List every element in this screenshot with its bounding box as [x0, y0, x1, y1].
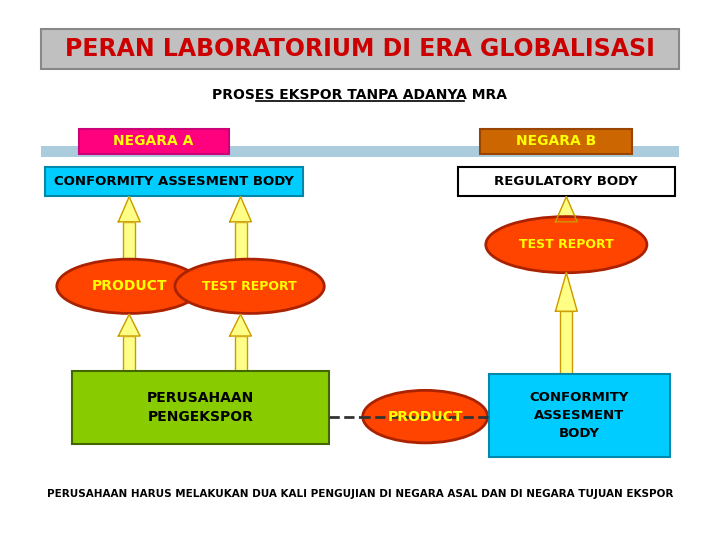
FancyBboxPatch shape	[235, 336, 246, 372]
Text: REGULATORY BODY: REGULATORY BODY	[495, 175, 638, 188]
FancyBboxPatch shape	[123, 336, 135, 372]
Ellipse shape	[175, 259, 324, 313]
Polygon shape	[230, 314, 251, 336]
Polygon shape	[556, 273, 577, 311]
Polygon shape	[556, 197, 577, 222]
Polygon shape	[118, 197, 140, 222]
FancyBboxPatch shape	[42, 29, 678, 69]
FancyBboxPatch shape	[123, 222, 135, 263]
Text: PERUSAHAAN HARUS MELAKUKAN DUA KALI PENGUJIAN DI NEGARA ASAL DAN DI NEGARA TUJUA: PERUSAHAAN HARUS MELAKUKAN DUA KALI PENG…	[47, 489, 673, 500]
FancyBboxPatch shape	[458, 167, 675, 196]
Text: NEGARA A: NEGARA A	[114, 134, 194, 149]
Text: PRODUCT: PRODUCT	[387, 410, 463, 423]
FancyBboxPatch shape	[72, 372, 329, 444]
FancyBboxPatch shape	[45, 167, 303, 196]
Text: PERUSAHAAN
PENGEKSPOR: PERUSAHAAN PENGEKSPOR	[147, 391, 254, 424]
FancyBboxPatch shape	[235, 222, 246, 263]
FancyBboxPatch shape	[42, 146, 678, 157]
Text: PERAN LABORATORIUM DI ERA GLOBALISASI: PERAN LABORATORIUM DI ERA GLOBALISASI	[65, 37, 655, 61]
Ellipse shape	[57, 259, 202, 313]
Text: CONFORMITY
ASSESMENT
BODY: CONFORMITY ASSESMENT BODY	[529, 391, 629, 440]
Text: NEGARA B: NEGARA B	[516, 134, 596, 149]
FancyBboxPatch shape	[480, 129, 632, 154]
Text: CONFORMITY ASSESMENT BODY: CONFORMITY ASSESMENT BODY	[53, 175, 294, 188]
Text: PROSES EKSPOR TANPA ADANYA MRA: PROSES EKSPOR TANPA ADANYA MRA	[212, 89, 508, 102]
Text: TEST REPORT: TEST REPORT	[202, 280, 297, 293]
FancyBboxPatch shape	[560, 311, 572, 374]
Text: PRODUCT: PRODUCT	[91, 279, 167, 293]
Ellipse shape	[486, 217, 647, 273]
FancyBboxPatch shape	[560, 222, 572, 263]
Ellipse shape	[363, 390, 487, 443]
FancyBboxPatch shape	[79, 129, 229, 154]
Polygon shape	[118, 314, 140, 336]
Text: TEST REPORT: TEST REPORT	[519, 238, 613, 251]
Polygon shape	[230, 197, 251, 222]
FancyBboxPatch shape	[488, 374, 670, 457]
